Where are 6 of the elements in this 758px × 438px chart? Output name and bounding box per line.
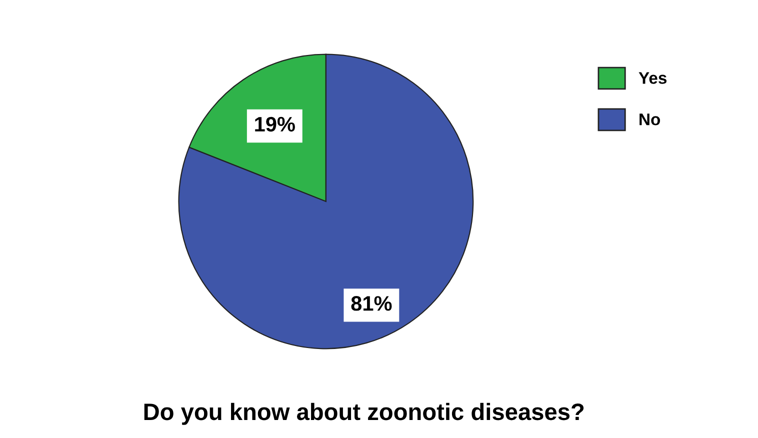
data-label: 19% [255, 116, 295, 132]
pie-slice [178, 54, 474, 350]
data-label: 81% [351, 296, 392, 311]
legend-label: Yes [638, 72, 667, 84]
text: Do you know about zoonotic diseases? [144, 402, 584, 425]
legend-label: No [640, 114, 660, 126]
